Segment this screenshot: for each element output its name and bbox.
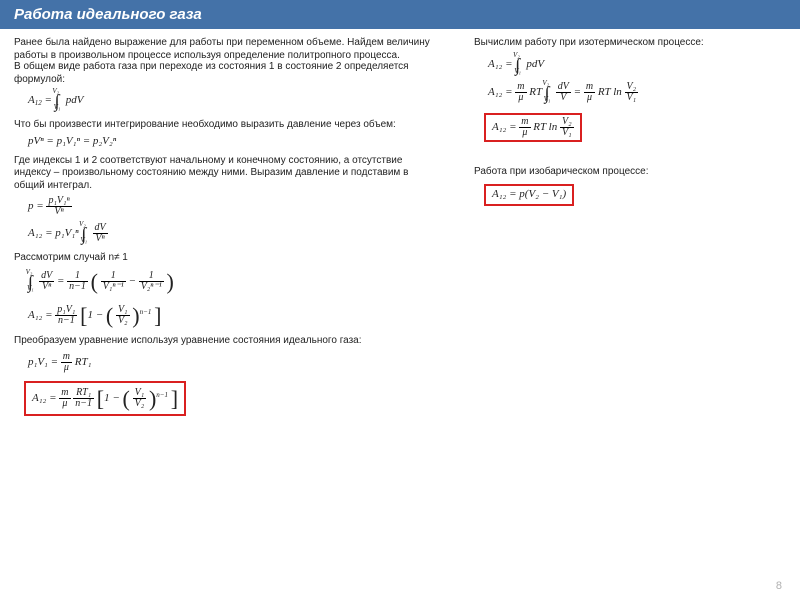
slide-title: Работа идеального газа xyxy=(14,6,202,23)
right-column: Вычислим работу при изотермическом проце… xyxy=(474,37,786,422)
formula-state-eq: p₁V₁ = mμ RT₁ xyxy=(28,352,434,373)
formula-isobaric-boxed: A₁₂ = p(V₂ − V₁) xyxy=(484,184,574,206)
formula-iso-2: A₁₂ = mμ RT ∫V₁V₂ dVV = mμ RT ln V₂V₁ xyxy=(488,82,786,105)
formula-A12-final-boxed: A₁₂ = mμ RT₁n−1 [1 − ( V₁V₂ )n−1 ] xyxy=(24,381,186,417)
para-indices: Где индексы 1 и 2 соответствуют начально… xyxy=(14,155,434,193)
slide-header: Работа идеального газа xyxy=(0,0,800,29)
para-isobaric: Работа при изобарическом процессе: xyxy=(474,166,786,179)
formula-iso-boxed: A₁₂ = mμ RT ln V₂V₁ xyxy=(484,113,582,142)
formula-A12-integral: A12 = ∫V₁V₂ pdV xyxy=(28,90,434,113)
slide-content: Ранее была найдено выражение для работы … xyxy=(0,29,800,422)
left-column: Ранее была найдено выражение для работы … xyxy=(14,37,434,422)
formula-A12-bracket: A₁₂ = p₁V₁n−1 [1 − ( V₁V₂ )n−1 ] xyxy=(28,302,434,330)
para-isothermal: Вычислим работу при изотермическом проце… xyxy=(474,37,786,50)
formula-integral-solved: ∫V₁V₂ dVVⁿ = 1n−1 ( 1V₁ⁿ⁻¹ − 1V₂ⁿ⁻¹ ) xyxy=(28,268,434,296)
formula-p-expr: p = p₁V₁ⁿVⁿ xyxy=(28,196,434,217)
formula-polytropic: pVⁿ = p₁V₁ⁿ = p₂V₂ⁿ xyxy=(28,135,434,149)
page-number: 8 xyxy=(776,580,782,592)
formula-A12-sub: A₁₂ = p₁V₁ⁿ ∫V₁V₂ dVVⁿ xyxy=(28,223,434,246)
para-case-n: Рассмотрим случай n≠ 1 xyxy=(14,252,434,265)
para-intro: Ранее была найдено выражение для работы … xyxy=(14,37,434,62)
para-integrate: Что бы произвести интегрирование необход… xyxy=(14,119,434,132)
para-general: В общем виде работа газа при переходе из… xyxy=(14,61,434,86)
formula-iso-1: A₁₂ = ∫V₁V₂ pdV xyxy=(488,54,786,77)
para-transform: Преобразуем уравнение используя уравнени… xyxy=(14,335,434,348)
